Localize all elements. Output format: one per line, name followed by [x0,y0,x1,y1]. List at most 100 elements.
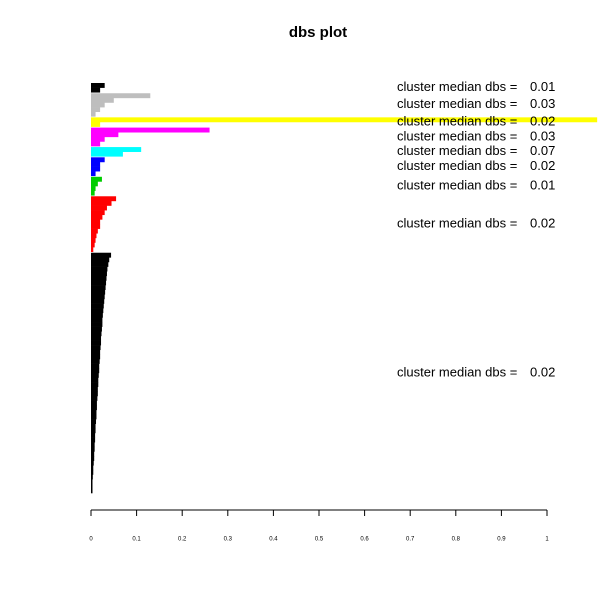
dbs-bar [91,423,96,429]
dbs-bar [91,372,99,378]
dbs-bar [91,303,104,309]
median-label: cluster median dbs = [397,128,517,143]
dbs-bar [91,312,103,318]
median-label: cluster median dbs = [397,158,517,173]
dbs-bar [91,479,93,485]
dbs-bar [91,483,93,489]
median-value: 0.02 [530,364,555,379]
dbs-bar [91,233,97,239]
dbs-bar [91,166,101,172]
dbs-bar [91,488,93,494]
dbs-bar [91,210,105,216]
dbs-bar [91,322,103,327]
x-tick-label: 0 [89,537,93,543]
dbs-bar [91,400,97,406]
dbs-bar [91,368,100,374]
dbs-bar [91,432,96,438]
dbs-bar [91,214,103,220]
dbs-bar [91,391,98,397]
dbs-bar [91,181,98,187]
median-value: 0.02 [530,215,555,230]
dbs-bar [91,186,96,191]
dbs-bar [91,377,99,383]
median-value: 0.03 [530,128,555,143]
median-label: cluster median dbs = [397,364,517,379]
dbs-bar [91,190,95,196]
dbs-bar [91,147,142,152]
dbs-bar [91,151,123,157]
dbs-bar [91,252,112,258]
dbs-bar [91,257,110,263]
dbs-bar [91,326,102,332]
median-label: cluster median dbs = [397,113,517,128]
dbs-bar [91,176,102,182]
x-tick-label: 0.8 [452,537,461,543]
dbs-bar [91,465,94,471]
dbs-bar [91,219,101,225]
x-tick-label: 0.6 [360,537,369,543]
dbs-bar [91,437,96,443]
dbs-bar [91,261,109,267]
dbs-bar [91,171,96,177]
dbs-bar [91,224,101,229]
dbs-bar [91,127,210,133]
dbs-bar [91,121,101,127]
dbs-bar [91,395,98,401]
median-label: cluster median dbs = [397,96,517,111]
dbs-bar [91,419,97,424]
dbs-bar [91,228,98,234]
median-value: 0.01 [530,79,555,94]
dbs-bar [91,87,101,93]
dbs-bar [91,107,101,113]
dbs-bar [91,446,95,452]
dbs-bar [91,242,95,248]
x-tick-label: 0.1 [132,537,141,543]
dbs-bar [91,317,103,323]
chart-title: dbs plot [289,24,347,41]
dbs-bar [91,237,96,243]
dbs-bar [91,382,99,388]
median-value: 0.01 [530,177,555,192]
dbs-bar [91,132,119,138]
dbs-bar [91,428,96,434]
dbs-bar [91,102,105,108]
dbs-bar [91,200,112,206]
x-tick-label: 0.7 [406,537,415,543]
dbs-bar [91,335,102,341]
dbs-bar [91,93,151,99]
dbs-bar [91,460,94,466]
dbs-bar [91,285,106,290]
dbs-bar [91,345,101,351]
dbs-bar [91,157,105,163]
dbs-bar [91,294,105,300]
dbs-bar [91,409,97,415]
x-tick-label: 0.5 [315,537,324,543]
x-tick-label: 0.3 [224,537,233,543]
dbs-bar [91,97,114,103]
dbs-bar [91,247,94,253]
median-label: cluster median dbs = [397,215,517,230]
median-value: 0.07 [530,143,555,158]
dbs-bar [91,271,107,277]
dbs-bar [91,205,107,211]
dbs-bar [91,442,95,448]
x-tick-label: 0.4 [269,537,278,543]
dbs-bar [91,117,598,123]
x-tick-label: 0.9 [497,537,506,543]
dbs-bar [91,196,117,202]
dbs-bar [91,474,93,480]
dbs-bar [91,340,102,346]
dbs-bar [91,83,105,88]
dbs-bar [91,386,98,392]
dbs-bar [91,161,101,167]
dbs-bar [91,349,101,355]
median-value: 0.02 [530,113,555,128]
dbs-bar [91,280,107,286]
median-value: 0.02 [530,158,555,173]
median-label: cluster median dbs = [397,143,517,158]
median-label: cluster median dbs = [397,177,517,192]
dbs-bar [91,363,100,369]
median-label: cluster median dbs = [397,79,517,94]
